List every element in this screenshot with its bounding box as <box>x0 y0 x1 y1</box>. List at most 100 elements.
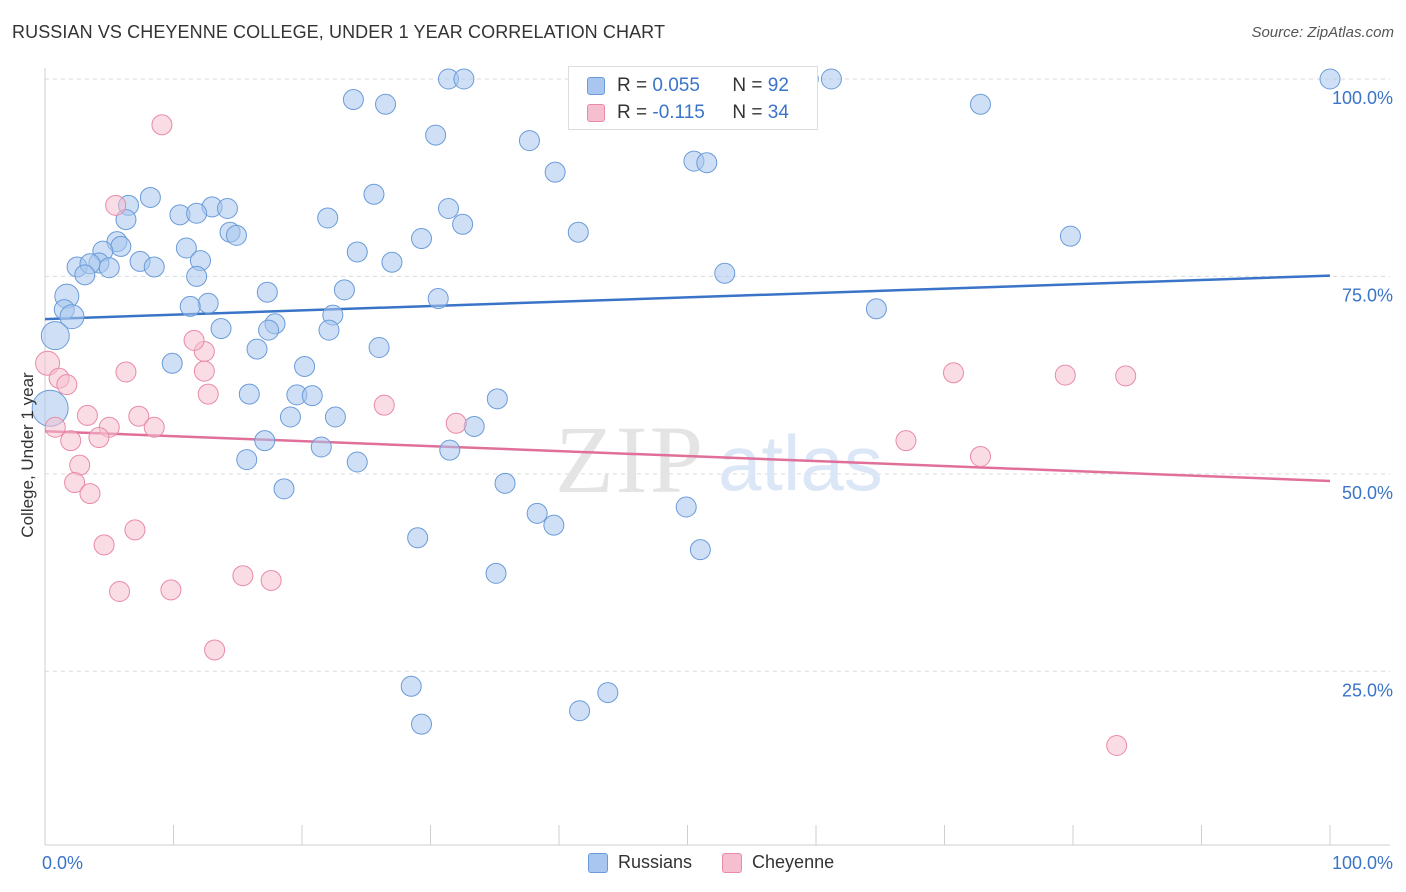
russians-point[interactable] <box>714 262 736 284</box>
russians-point[interactable] <box>425 124 447 146</box>
russians-point[interactable] <box>381 251 403 273</box>
cheyenne-point[interactable] <box>64 472 86 494</box>
russians-point[interactable] <box>411 228 433 250</box>
cheyenne-point[interactable] <box>232 565 254 587</box>
cheyenne-point[interactable] <box>60 430 82 452</box>
russians-point[interactable] <box>225 224 247 246</box>
russians-point[interactable] <box>301 385 323 407</box>
cheyenne-point[interactable] <box>445 412 467 434</box>
russians-point[interactable] <box>453 68 475 90</box>
russians-point[interactable] <box>59 304 85 330</box>
russians-point[interactable] <box>324 406 346 428</box>
russians-point[interactable] <box>273 478 295 500</box>
russians-point[interactable] <box>375 93 397 115</box>
cheyenne-point[interactable] <box>93 534 115 556</box>
russians-point[interactable] <box>254 430 276 452</box>
russians-point[interactable] <box>346 451 368 473</box>
russians-point[interactable] <box>238 383 260 405</box>
russians-point[interactable] <box>333 279 355 301</box>
russians-point[interactable] <box>115 209 137 231</box>
cheyenne-point[interactable] <box>373 394 395 416</box>
russians-point[interactable] <box>186 202 208 224</box>
russians-point[interactable] <box>161 352 183 374</box>
cheyenne-point[interactable] <box>128 405 150 427</box>
russians-point[interactable] <box>256 281 278 303</box>
cheyenne-point[interactable] <box>197 383 219 405</box>
cheyenne-point[interactable] <box>56 374 78 396</box>
russians-point[interactable] <box>463 415 485 437</box>
russians-point[interactable] <box>689 539 711 561</box>
russians-point[interactable] <box>567 221 589 243</box>
russians-point[interactable] <box>98 257 120 279</box>
russians-point[interactable] <box>1059 225 1081 247</box>
cheyenne-point[interactable] <box>76 404 98 426</box>
russians-point[interactable] <box>427 288 449 310</box>
russians-point[interactable] <box>544 161 566 183</box>
russians-point[interactable] <box>197 292 219 314</box>
cheyenne-point[interactable] <box>79 483 101 505</box>
cheyenne-point[interactable] <box>183 329 205 351</box>
cheyenne-point[interactable] <box>105 194 127 216</box>
russians-point[interactable] <box>210 318 232 340</box>
russians-point[interactable] <box>74 264 96 286</box>
russians-point[interactable] <box>342 89 364 111</box>
russians-point[interactable] <box>569 700 591 722</box>
russians-point[interactable] <box>696 152 718 174</box>
cheyenne-point[interactable] <box>109 581 131 603</box>
cheyenne-point[interactable] <box>124 519 146 541</box>
cheyenne-point[interactable] <box>1054 364 1076 386</box>
russians-point[interactable] <box>526 502 548 524</box>
russians-point[interactable] <box>279 406 301 428</box>
russians-point[interactable] <box>186 265 208 287</box>
russians-point[interactable] <box>494 472 516 494</box>
russians-point[interactable] <box>216 198 238 220</box>
russians-point[interactable] <box>518 130 540 152</box>
cheyenne-point[interactable] <box>895 430 917 452</box>
cheyenne-point[interactable] <box>69 454 91 476</box>
russians-point[interactable] <box>543 514 565 536</box>
legend-item-cheyenne[interactable]: Cheyenne <box>722 852 834 873</box>
russians-point[interactable] <box>400 675 422 697</box>
russians-point[interactable] <box>294 355 316 377</box>
russians-point[interactable] <box>236 449 258 471</box>
russians-point[interactable] <box>1319 68 1341 90</box>
cheyenne-point[interactable] <box>151 114 173 136</box>
russians-point[interactable] <box>40 321 70 351</box>
russians-point[interactable] <box>486 388 508 410</box>
russians-point[interactable] <box>246 338 268 360</box>
cheyenne-point[interactable] <box>193 360 215 382</box>
russians-point[interactable] <box>675 496 697 518</box>
russians-point[interactable] <box>368 336 390 358</box>
russians-point[interactable] <box>317 207 339 229</box>
russians-point[interactable] <box>407 527 429 549</box>
cheyenne-point[interactable] <box>204 639 226 661</box>
russians-point[interactable] <box>346 241 368 263</box>
legend-item-russians[interactable]: Russians <box>588 852 692 873</box>
russians-point[interactable] <box>969 93 991 115</box>
russians-point[interactable] <box>411 713 433 735</box>
russians-point[interactable] <box>110 235 132 257</box>
cheyenne-point[interactable] <box>88 427 110 449</box>
russians-point[interactable] <box>452 213 474 235</box>
cheyenne-point[interactable] <box>1115 365 1137 387</box>
russians-point[interactable] <box>143 256 165 278</box>
russians-point[interactable] <box>437 198 459 220</box>
cheyenne-point[interactable] <box>969 445 991 467</box>
russians-point[interactable] <box>175 237 197 259</box>
russians-point[interactable] <box>820 68 842 90</box>
cheyenne-point[interactable] <box>143 416 165 438</box>
russians-point[interactable] <box>597 682 619 704</box>
cheyenne-point[interactable] <box>44 416 66 438</box>
russians-point[interactable] <box>258 319 280 341</box>
russians-point[interactable] <box>139 186 161 208</box>
russians-point[interactable] <box>865 298 887 320</box>
russians-point[interactable] <box>318 319 340 341</box>
russians-point[interactable] <box>310 436 332 458</box>
cheyenne-point[interactable] <box>160 579 182 601</box>
russians-point[interactable] <box>439 439 461 461</box>
russians-point[interactable] <box>179 295 201 317</box>
cheyenne-point[interactable] <box>942 362 964 384</box>
cheyenne-point[interactable] <box>115 361 137 383</box>
cheyenne-point[interactable] <box>1106 734 1128 756</box>
cheyenne-point[interactable] <box>35 350 61 376</box>
